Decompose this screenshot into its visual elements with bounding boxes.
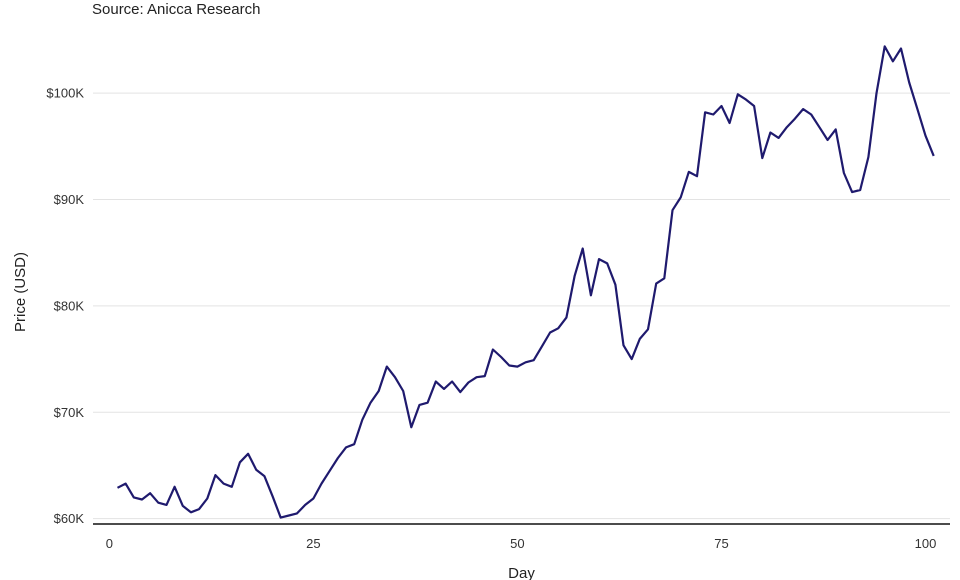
chart-subtitle: Source: Anicca Research — [92, 1, 261, 18]
y-tick-label: $90K — [54, 192, 85, 207]
y-tick-label: $100K — [46, 86, 84, 101]
x-axis-title: Day — [508, 565, 535, 580]
x-tick-label: 25 — [306, 536, 320, 551]
x-tick-label: 75 — [714, 536, 728, 551]
y-tick-label: $70K — [54, 405, 85, 420]
price-series-line — [116, 45, 935, 519]
y-tick-label: $80K — [54, 298, 85, 313]
x-tick-label: 100 — [915, 536, 937, 551]
y-axis-tick-labels: $60K $70K $80K $90K $100K — [46, 86, 84, 526]
x-axis-tick-labels: 0 25 50 75 100 — [106, 536, 937, 551]
x-tick-label: 0 — [106, 536, 113, 551]
y-axis-title: Price (USD) — [12, 252, 29, 332]
x-tick-label: 50 — [510, 536, 524, 551]
gridlines — [93, 92, 950, 520]
y-tick-label: $60K — [54, 511, 85, 526]
